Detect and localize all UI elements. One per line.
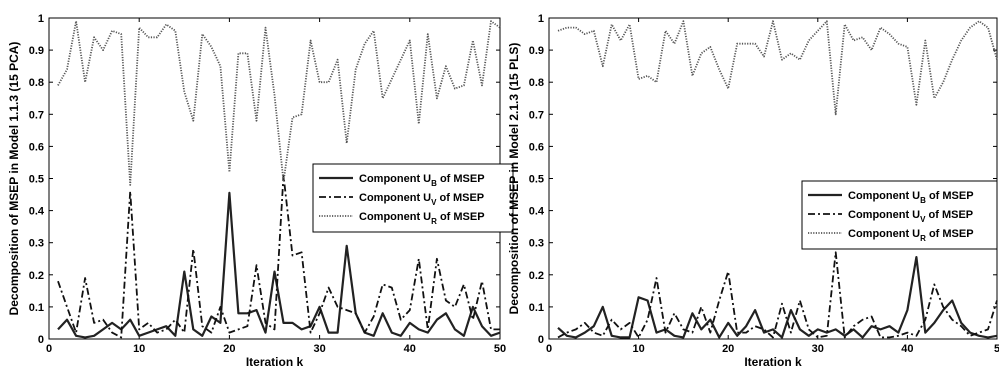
- y-tick-label: 0.3: [29, 238, 44, 250]
- x-tick-label: 40: [404, 343, 416, 355]
- legend-label-main: Component U: [848, 209, 920, 221]
- y-axis-label: Decomposition of MSEP in Model 1.1.3 (15…: [7, 42, 21, 316]
- legend-label-tail: of MSEP: [437, 211, 485, 223]
- x-tick-label: 0: [46, 343, 52, 355]
- legend-label-V: Component UV of MSEP: [848, 209, 973, 224]
- chart-right: 00.10.20.30.40.50.60.70.80.910 10 20 30 40 5I…: [507, 13, 999, 369]
- y-tick-label: 0.5: [529, 174, 544, 186]
- legend-label-main: Component U: [359, 173, 431, 185]
- legend-label-main: Component U: [359, 192, 431, 204]
- x-tick-label: 30: [812, 343, 824, 355]
- y-axis-label: Decomposition of MSEP in Model 2.1.3 (15…: [507, 43, 521, 315]
- y-tick-label: 1: [538, 13, 544, 25]
- y-tick-label: 0.6: [29, 141, 44, 153]
- series-line-V: [557, 251, 998, 339]
- x-tick-label: 5: [994, 343, 999, 355]
- legend-label-main: Component U: [848, 228, 920, 240]
- series-line-V: [57, 174, 500, 339]
- series-points-R: [58, 21, 500, 185]
- legend-label-R: Component UR of MSEP: [359, 211, 485, 226]
- y-tick-label: 0.4: [29, 206, 45, 218]
- y-tick-label: 0.3: [529, 238, 544, 250]
- legend-label-tail: of MSEP: [436, 192, 484, 204]
- legend-label-subscript: V: [431, 198, 437, 207]
- y-tick-label: 0.8: [29, 77, 44, 89]
- legend-label-main: Component U: [848, 190, 920, 202]
- y-tick-label: 0.2: [29, 270, 44, 282]
- y-tick-label: 0: [538, 334, 544, 346]
- y-tick-label: 0.7: [529, 109, 544, 121]
- legend-label-main: Component U: [359, 211, 431, 223]
- legend-label-tail: of MSEP: [925, 209, 973, 221]
- legend-label-subscript: B: [431, 179, 437, 188]
- y-tick-label: 0.5: [29, 174, 44, 186]
- legend-label-B: Component UB of MSEP: [359, 173, 485, 188]
- x-axis-label: Iteration k: [246, 355, 304, 369]
- x-tick-label: 40: [901, 343, 913, 355]
- legend-label-B: Component UB of MSEP: [848, 190, 974, 205]
- legend-label-subscript: R: [431, 217, 437, 226]
- y-tick-label: 0.2: [529, 270, 544, 282]
- series-line-B: [557, 256, 998, 339]
- series-points-R: [558, 21, 997, 114]
- y-tick-label: 1: [38, 13, 44, 25]
- series-line-B: [57, 191, 501, 339]
- legend-label-subscript: V: [920, 215, 926, 224]
- y-tick-label: 0.7: [29, 109, 44, 121]
- y-tick-label: 0.1: [29, 302, 44, 314]
- legend-label-tail: of MSEP: [926, 190, 974, 202]
- y-tick-label: 0.1: [529, 302, 544, 314]
- x-tick-label: 10: [632, 343, 644, 355]
- x-tick-label: 20: [223, 343, 235, 355]
- legend-label-R: Component UR of MSEP: [848, 228, 974, 243]
- legend-label-V: Component UV of MSEP: [359, 192, 484, 207]
- x-axis-label: Iteration k: [744, 355, 802, 369]
- y-tick-label: 0.9: [529, 45, 544, 57]
- x-tick-label: 20: [722, 343, 734, 355]
- chart-left: 00.10.20.30.40.50.60.70.80.910 10 20 30 40 50…: [7, 13, 514, 369]
- legend-box: [801, 180, 998, 250]
- legend-label-subscript: R: [920, 234, 926, 243]
- x-tick-label: 30: [313, 343, 325, 355]
- y-tick-label: 0.8: [529, 77, 544, 89]
- series-line-R: [557, 20, 998, 116]
- x-tick-label: 50: [494, 343, 506, 355]
- legend-label-tail: of MSEP: [437, 173, 485, 185]
- series-line-R: [57, 20, 501, 186]
- legend-label-subscript: B: [920, 196, 926, 205]
- series-points-V: [558, 252, 997, 337]
- y-tick-label: 0: [38, 334, 44, 346]
- y-tick-label: 0.4: [529, 206, 545, 218]
- x-tick-label: 0: [546, 343, 552, 355]
- legend-label-tail: of MSEP: [926, 228, 974, 240]
- y-tick-label: 0.9: [29, 45, 44, 57]
- y-tick-label: 0.6: [529, 141, 544, 153]
- x-tick-label: 10: [133, 343, 145, 355]
- legend-box: [312, 163, 514, 233]
